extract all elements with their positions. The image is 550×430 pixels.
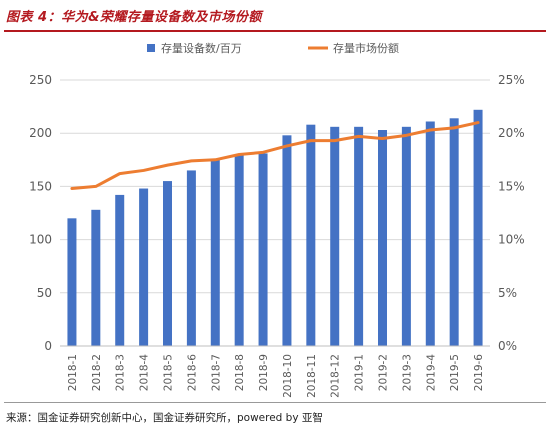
y-right-tick-label: 0% <box>498 339 517 353</box>
y-right-tick-label: 15% <box>498 179 525 193</box>
legend-label-bar: 存量设备数/百万 <box>161 41 242 55</box>
x-tick-label: 2018-9 <box>258 354 270 391</box>
x-tick-label: 2019-6 <box>473 354 485 392</box>
x-tick-label: 2018-1 <box>67 354 79 391</box>
y-left-tick-label: 0 <box>44 339 52 353</box>
bar <box>210 159 220 346</box>
bar <box>163 181 172 346</box>
y-left-tick-label: 150 <box>29 179 52 193</box>
x-tick-label: 2018-7 <box>210 354 222 391</box>
bar <box>186 170 196 346</box>
y-right-tick-label: 5% <box>498 286 517 300</box>
y-right-tick-label: 10% <box>498 233 525 247</box>
bar <box>378 130 387 346</box>
figure-title: 图表 4：华为&荣耀存量设备数及市场份额 <box>6 10 262 25</box>
bar <box>425 121 435 346</box>
bar <box>449 118 459 346</box>
source-note: 来源：国金证券研究创新中心，国金证券研究所，powered by 亚智 <box>6 412 323 424</box>
legend-label-line: 存量市场份额 <box>333 41 399 55</box>
x-tick-label: 2018-2 <box>91 354 103 391</box>
bar <box>234 154 244 346</box>
y-right-tick-label: 20% <box>498 126 525 140</box>
bar <box>306 124 316 346</box>
bar <box>330 126 340 346</box>
x-tick-label: 2018-8 <box>234 354 246 391</box>
line-series <box>70 121 480 191</box>
x-tick-label: 2018-10 <box>282 354 294 398</box>
x-tick-label: 2019-2 <box>378 354 390 391</box>
axes: 0 50 100 150 200 250 0% 5% 10% 15% 20% 25% 2018-1 201… <box>29 73 525 398</box>
x-tick-label: 2018-12 <box>330 354 342 398</box>
x-tick-label: 2018-4 <box>139 354 151 392</box>
combo-chart: 0 50 100 150 200 250 0% 5% 10% 15% 20% 25% 2018-1 201… <box>29 41 525 398</box>
bar <box>67 218 77 346</box>
x-tick-label: 2019-5 <box>449 354 461 391</box>
y-left-tick-label: 200 <box>29 126 52 140</box>
title-underline <box>4 30 546 32</box>
bar <box>139 188 149 346</box>
gridlines <box>60 79 490 294</box>
legend-swatch-bar <box>147 44 155 52</box>
y-left-tick-label: 100 <box>29 233 52 247</box>
bar <box>354 126 364 346</box>
bar <box>91 209 101 346</box>
share-line <box>70 121 480 191</box>
bar <box>115 194 125 346</box>
x-tick-label: 2018-5 <box>163 354 175 391</box>
y-left-tick-label: 50 <box>37 286 52 300</box>
footer-divider <box>4 402 546 403</box>
x-tick-label: 2018-11 <box>306 354 318 398</box>
bar <box>282 135 292 346</box>
x-tick-label: 2019-3 <box>401 354 413 391</box>
x-tick-label: 2019-1 <box>354 354 366 391</box>
x-tick-label: 2018-3 <box>115 354 127 391</box>
bar-series <box>67 109 483 347</box>
bar <box>401 126 411 346</box>
bar <box>473 109 483 347</box>
legend: 存量设备数/百万 存量市场份额 <box>147 41 399 55</box>
x-tick-label: 2018-6 <box>186 354 198 392</box>
x-tick-label: 2019-4 <box>425 354 437 392</box>
bar <box>258 153 268 346</box>
y-left-tick-label: 250 <box>29 73 52 87</box>
y-right-tick-label: 25% <box>498 73 525 87</box>
